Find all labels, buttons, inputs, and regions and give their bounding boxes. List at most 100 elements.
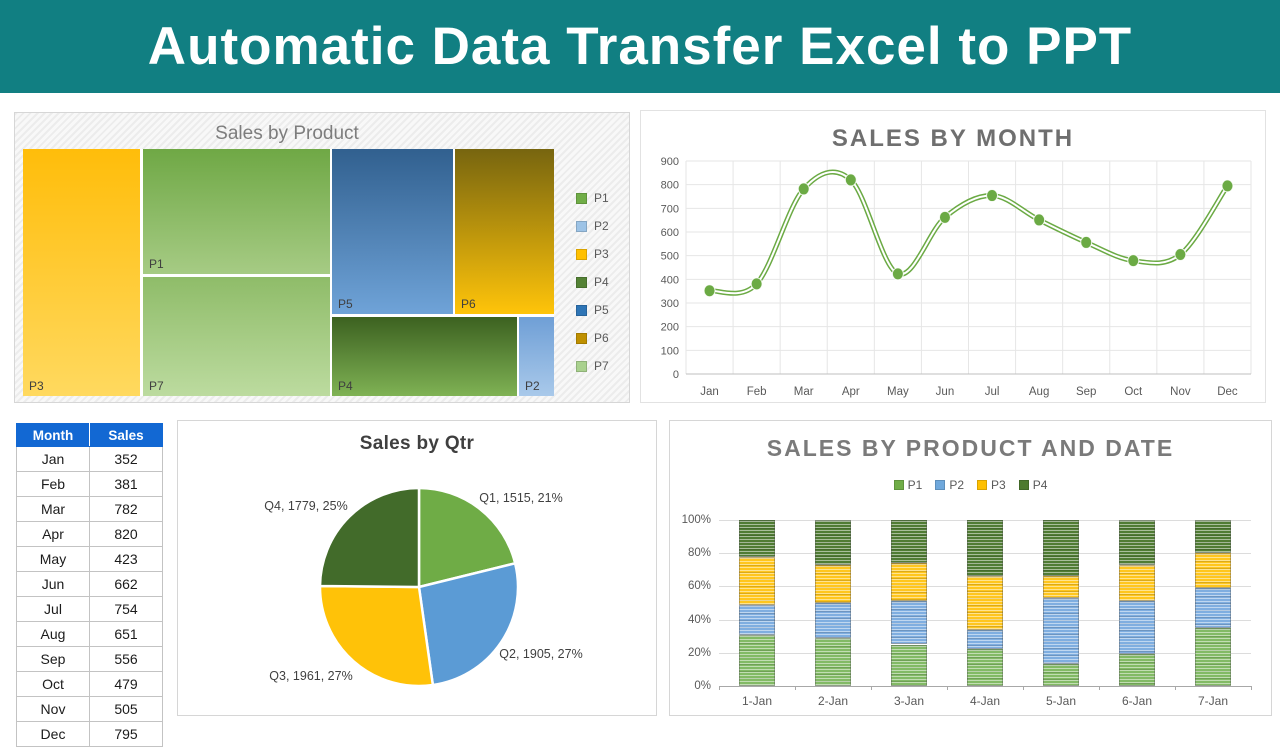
sales-cell[interactable]: 795	[89, 721, 163, 747]
bar-segment-P1-6-Jan[interactable]	[1119, 654, 1155, 686]
pie-slice-Q2[interactable]	[417, 562, 520, 687]
treemap-tile-P7[interactable]: P7	[143, 277, 330, 396]
bar-segment-P2-6-Jan[interactable]	[1119, 601, 1155, 655]
bar-segment-P1-4-Jan[interactable]	[967, 649, 1003, 686]
bar-segment-P4-6-Jan[interactable]	[1119, 520, 1155, 565]
sales-data-table[interactable]: Month Sales Jan 352 Feb 381 Mar 782 Apr 820 May 4…	[16, 423, 163, 747]
bar-segment-P2-5-Jan[interactable]	[1043, 598, 1079, 665]
bar-segment-P3-6-Jan[interactable]	[1119, 564, 1155, 602]
column-header-month: Month	[16, 423, 90, 447]
bar-segment-P3-5-Jan[interactable]	[1043, 576, 1079, 599]
bar-legend-item-P4[interactable]: P4	[1018, 478, 1047, 492]
sales-cell[interactable]: 381	[89, 471, 163, 497]
line-chart-panel[interactable]: SALES BY MONTH 0 100 200 300 400 500 600 700 800…	[640, 110, 1266, 403]
sales-cell[interactable]: 651	[89, 621, 163, 647]
sales-cell[interactable]: 754	[89, 596, 163, 622]
bar-segment-P3-1-Jan[interactable]	[739, 556, 775, 605]
legend-item-P6[interactable]: P6	[576, 331, 609, 345]
bar-segment-P3-7-Jan[interactable]	[1195, 553, 1231, 589]
bar-segment-P1-2-Jan[interactable]	[815, 637, 851, 686]
bar-legend-item-P2[interactable]: P2	[935, 478, 964, 492]
bar-segment-P4-3-Jan[interactable]	[891, 520, 927, 564]
legend-swatch-icon	[576, 220, 587, 232]
line-chart-plot: 0 100 200 300 400 500 600 700 800 900 Jan Feb Mar Apr…	[661, 156, 1252, 398]
bar-segment-P1-5-Jan[interactable]	[1043, 664, 1079, 686]
month-cell[interactable]: Nov	[16, 696, 90, 722]
y-axis-tick-label: 60%	[687, 580, 711, 593]
bar-segment-P4-1-Jan[interactable]	[739, 520, 775, 557]
bar-segment-P3-3-Jan[interactable]	[891, 563, 927, 602]
month-cell[interactable]: Jul	[16, 596, 90, 622]
legend-item-P5[interactable]: P5	[576, 303, 609, 317]
table-header: Month Sales	[16, 423, 163, 447]
treemap-legend: P1 P2 P3 P4 P5 P6 P7	[576, 191, 609, 373]
pie-slice-Q1[interactable]	[417, 486, 517, 589]
x-axis-tick	[1099, 686, 1100, 690]
month-cell[interactable]: Apr	[16, 521, 90, 547]
month-cell[interactable]: Mar	[16, 496, 90, 522]
bar-segment-P3-2-Jan[interactable]	[815, 564, 851, 603]
legend-label: P4	[594, 275, 609, 289]
month-cell[interactable]: Sep	[16, 646, 90, 672]
month-cell[interactable]: Jun	[16, 571, 90, 597]
treemap-tile-P2[interactable]: P2	[519, 317, 554, 396]
bar-segment-P4-5-Jan[interactable]	[1043, 520, 1079, 577]
legend-item-P2[interactable]: P2	[576, 219, 609, 233]
sales-cell[interactable]: 556	[89, 646, 163, 672]
treemap-tile-P3[interactable]: P3	[23, 149, 140, 396]
sales-cell[interactable]: 662	[89, 571, 163, 597]
legend-item-P4[interactable]: P4	[576, 275, 609, 289]
svg-text:Sep: Sep	[1076, 386, 1096, 398]
sales-cell[interactable]: 423	[89, 546, 163, 572]
pie-data-label-Q2: Q2, 1905, 27%	[499, 647, 583, 661]
bar-segment-P2-3-Jan[interactable]	[891, 601, 927, 645]
month-cell[interactable]: May	[16, 546, 90, 572]
bar-legend-item-P1[interactable]: P1	[893, 478, 922, 492]
bar-segment-P2-1-Jan[interactable]	[739, 604, 775, 635]
bar-segment-P1-7-Jan[interactable]	[1195, 627, 1231, 686]
treemap-tile-P5[interactable]: P5	[332, 149, 453, 314]
bar-segment-P4-4-Jan[interactable]	[967, 520, 1003, 577]
bar-segment-P4-2-Jan[interactable]	[815, 520, 851, 565]
legend-item-P3[interactable]: P3	[576, 247, 609, 261]
bar-segment-P2-7-Jan[interactable]	[1195, 588, 1231, 628]
legend-item-P7[interactable]: P7	[576, 359, 609, 373]
pie-slice-Q4[interactable]	[318, 486, 421, 589]
sales-cell[interactable]: 352	[89, 446, 163, 472]
bar-segment-P4-7-Jan[interactable]	[1195, 520, 1231, 554]
month-cell[interactable]: Aug	[16, 621, 90, 647]
pie-slice-Q3[interactable]	[318, 584, 435, 688]
month-cell[interactable]: Feb	[16, 471, 90, 497]
table-row: May 423	[16, 546, 163, 572]
legend-item-P1[interactable]: P1	[576, 191, 609, 205]
bar-legend-item-P3[interactable]: P3	[977, 478, 1006, 492]
stacked-bar-chart-title: SALES BY PRODUCT AND DATE	[766, 435, 1175, 461]
month-cell[interactable]: Oct	[16, 671, 90, 697]
sales-cell[interactable]: 820	[89, 521, 163, 547]
sales-cell[interactable]: 782	[89, 496, 163, 522]
y-axis-tick-label: 20%	[687, 646, 711, 659]
bar-segment-P1-3-Jan[interactable]	[891, 644, 927, 686]
line-chart-title: SALES BY MONTH	[831, 125, 1075, 152]
legend-swatch-icon	[576, 304, 587, 316]
sales-cell[interactable]: 479	[89, 671, 163, 697]
treemap-tile-P4[interactable]: P4	[332, 317, 517, 396]
stacked-bar-chart-panel[interactable]: SALES BY PRODUCT AND DATE P1 P2 P3 P4 0% 20%…	[669, 420, 1272, 716]
bar-segment-P1-1-Jan[interactable]	[739, 634, 775, 686]
line-marker-Jan	[703, 284, 716, 298]
treemap-chart-panel[interactable]: Sales by Product P3 P1 P7 P5 P6 P4 P2 P1 P2 P3 P4…	[14, 112, 630, 403]
bar-segment-P3-4-Jan[interactable]	[967, 576, 1003, 630]
line-marker-Feb	[750, 277, 763, 291]
treemap-tile-P6[interactable]: P6	[455, 149, 554, 314]
bar-segment-P2-2-Jan[interactable]	[815, 603, 851, 638]
legend-swatch-icon	[576, 360, 587, 372]
bar-segment-P2-4-Jan[interactable]	[967, 629, 1003, 650]
month-cell[interactable]: Jan	[16, 446, 90, 472]
x-axis-category-label: 3-Jan	[893, 694, 925, 708]
month-cell[interactable]: Dec	[16, 721, 90, 747]
treemap-tile-P1[interactable]: P1	[143, 149, 330, 274]
svg-text:Jan: Jan	[700, 386, 719, 398]
pie-chart-panel[interactable]: Sales by Qtr Q1, 1515, 21% Q2, 1905, 27% Q…	[177, 420, 657, 716]
sales-cell[interactable]: 505	[89, 696, 163, 722]
svg-text:Mar: Mar	[794, 386, 814, 398]
